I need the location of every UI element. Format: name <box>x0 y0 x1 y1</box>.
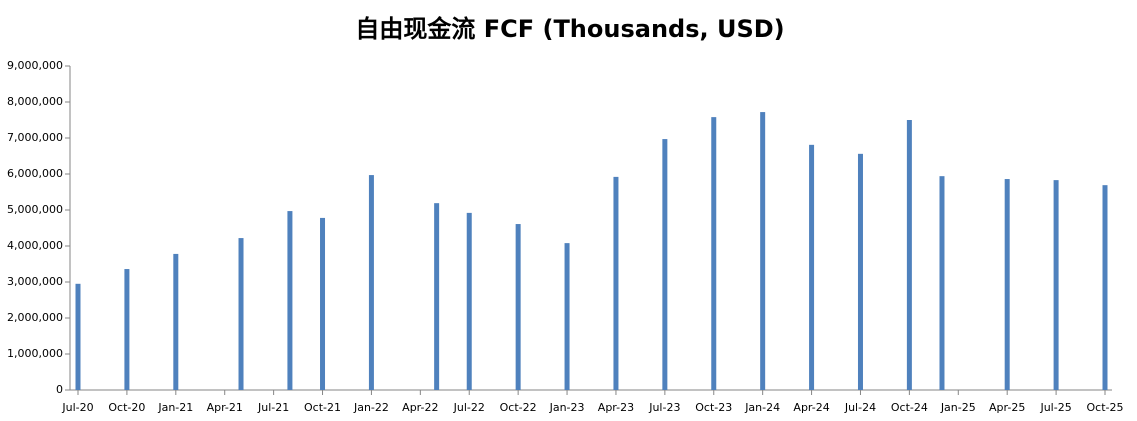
bar <box>238 238 244 390</box>
x-tick-label: Jul-21 <box>257 401 289 414</box>
y-tick-label: 2,000,000 <box>7 311 63 324</box>
bar <box>939 176 945 390</box>
x-tick-label: Jul-25 <box>1039 401 1071 414</box>
x-tick-label: Oct-22 <box>500 401 537 414</box>
x-tick-label: Apr-21 <box>207 401 243 414</box>
x-tick-label: Jan-25 <box>940 401 976 414</box>
bar <box>564 243 570 390</box>
bar <box>1102 185 1108 390</box>
x-tick-label: Oct-25 <box>1087 401 1124 414</box>
y-tick-label: 7,000,000 <box>7 131 63 144</box>
bar <box>662 139 668 390</box>
bar <box>809 144 815 390</box>
x-tick-label: Apr-24 <box>793 401 829 414</box>
x-tick-label: Jan-21 <box>157 401 193 414</box>
bar <box>760 112 766 390</box>
bar <box>368 175 374 390</box>
y-tick-label: 0 <box>56 383 63 396</box>
bar <box>466 212 472 390</box>
x-tick-label: Jul-23 <box>648 401 680 414</box>
x-tick-label: Apr-23 <box>598 401 634 414</box>
x-tick-label: Oct-21 <box>304 401 341 414</box>
y-tick-label: 5,000,000 <box>7 203 63 216</box>
bar <box>613 176 619 390</box>
bar <box>1053 180 1059 390</box>
chart-title: 自由现金流 FCF (Thousands, USD) <box>355 15 784 43</box>
bar <box>287 211 293 390</box>
x-tick-label: Oct-20 <box>108 401 145 414</box>
bar <box>320 217 326 390</box>
bar <box>857 153 863 390</box>
x-tick-label: Jan-22 <box>353 401 389 414</box>
x-tick-label: Jul-20 <box>61 401 93 414</box>
y-tick-label: 6,000,000 <box>7 167 63 180</box>
x-tick-label: Jan-24 <box>744 401 780 414</box>
bar <box>1004 179 1010 390</box>
bar <box>124 269 130 390</box>
x-tick-label: Apr-25 <box>989 401 1025 414</box>
x-tick-label: Jul-22 <box>453 401 485 414</box>
bar <box>906 120 912 390</box>
bar <box>173 253 179 390</box>
x-tick-label: Oct-24 <box>891 401 928 414</box>
y-tick-label: 3,000,000 <box>7 275 63 288</box>
y-tick-label: 4,000,000 <box>7 239 63 252</box>
x-tick-label: Oct-23 <box>695 401 732 414</box>
x-tick-label: Jan-23 <box>549 401 585 414</box>
bar <box>515 224 521 390</box>
y-tick-label: 8,000,000 <box>7 95 63 108</box>
x-tick-label: Apr-22 <box>402 401 438 414</box>
x-tick-label: Jul-24 <box>844 401 876 414</box>
bar <box>75 283 81 390</box>
y-tick-label: 9,000,000 <box>7 59 63 72</box>
bar <box>434 203 440 390</box>
bar <box>711 117 717 391</box>
y-tick-label: 1,000,000 <box>7 347 63 360</box>
